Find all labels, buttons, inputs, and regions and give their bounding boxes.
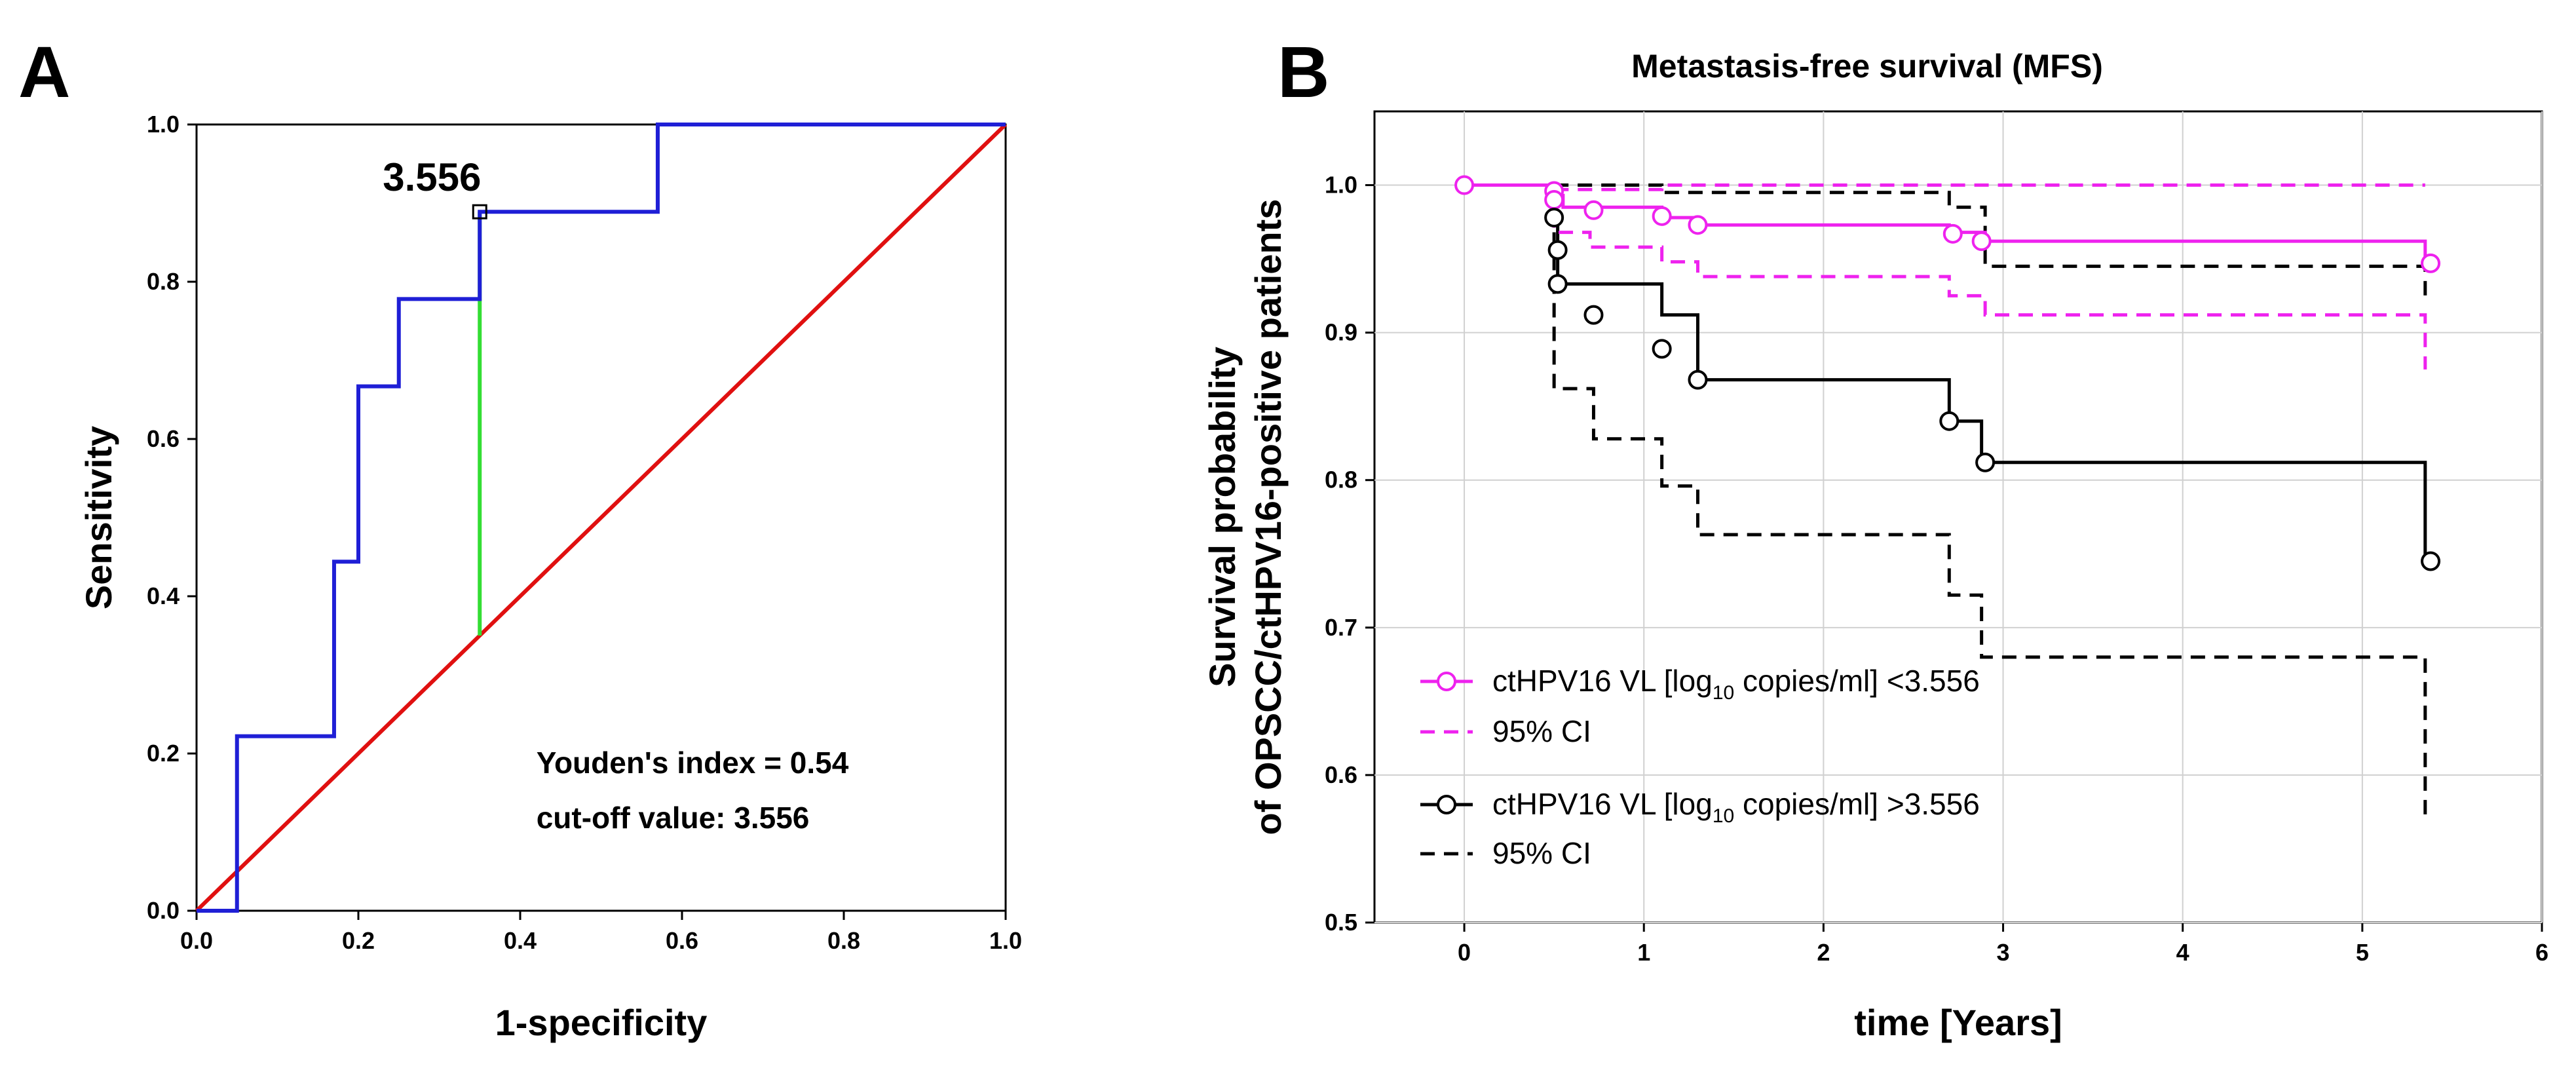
low-km-censor-marker [2421,253,2441,273]
legend-label-subscript: 10 [1713,805,1734,827]
low-km-censor-marker [1688,215,1708,235]
low-km-censor-marker [1454,175,1475,195]
y-tick-label: 0.7 [1325,614,1357,641]
legend-label-main: ctHPV16 VL [log [1492,787,1713,821]
x-tick-label: 0.8 [827,927,860,954]
legend-label-main: ctHPV16 VL [log [1492,664,1713,698]
x-tick-label: 4 [2176,939,2189,966]
legend-label-tail: copies/ml] <3.556 [1734,664,1980,698]
panel-a-letter: A [18,32,70,113]
high-km-censor-marker [1583,305,1604,325]
cutoff-value-label: cut-off value: 3.556 [537,801,810,835]
cutoff-marker [472,204,487,219]
x-tick-label: 2 [1817,939,1830,966]
legend-label: ctHPV16 VL [log10 copies/ml] <3.556 [1492,664,1980,704]
x-tick-label: 6 [2535,939,2548,966]
high-ci-upper-line [1554,183,2427,303]
legend-label: ctHPV16 VL [log10 copies/ml] >3.556 [1492,787,1980,827]
youden-index-label: Youden's index = 0.54 [537,746,849,780]
panel-b-plot: 0 1 2 3 4 5 6 0.5 0.6 0.7 0.8 0.9 1.0 time [Years] Sur… [1202,110,2548,1043]
high-km-censor-marker [2421,551,2441,571]
x-tick-label: 1 [1637,939,1650,966]
high-km-censor-marker [1939,411,1960,431]
high-km-censor-marker [1547,274,1568,294]
x-axis-title: 1-specificity [495,1002,708,1043]
x-tick-label: 3 [1997,939,2010,966]
high-km-censor-marker [1547,240,1568,260]
y-axis-title-line2: of OPSCC/ctHPV16-positive patients [1247,199,1289,835]
y-tick-label: 1.0 [1325,172,1357,199]
high-km-censor-marker [1544,208,1564,228]
y-tick-label: 0.6 [147,425,180,452]
legend-marker [1437,795,1456,814]
y-axis-title-line1: Survival probability [1202,347,1243,687]
legend-label-main: 95% CI [1492,836,1591,870]
y-tick-label: 0.4 [147,582,180,609]
cutoff-label: 3.556 [383,155,481,199]
panel-a-plot: 0.0 0.2 0.4 0.6 0.8 1.0 0.0 0.2 0.4 0.6 0.8 1.0 1-sp… [78,111,1022,1043]
y-tick-label: 0.0 [147,897,180,924]
x-tick-label: 1.0 [989,927,1022,954]
x-tick-label: 0.6 [666,927,698,954]
legend-label-tail: copies/ml] >3.556 [1734,787,1980,821]
high-km-censor-marker [1975,452,1996,472]
series-line-reference-line [195,123,1008,913]
legend-label-main: 95% CI [1492,714,1591,748]
low-km-censor-marker [1971,231,1992,252]
series-line-roc-curve [197,123,1006,913]
y-tick-label: 0.8 [1325,467,1357,493]
panel-b-letter: B [1278,32,1329,113]
legend-label: 95% CI [1492,836,1591,870]
x-tick-label: 0.4 [504,927,537,954]
high-km-censor-marker [1688,370,1708,390]
y-axis-title: Sensitivity [78,426,119,609]
y-tick-label: 0.5 [1325,909,1357,936]
x-tick-label: 0 [1458,939,1471,966]
legend-label-subscript: 10 [1713,682,1734,704]
y-tick-label: 0.6 [1325,761,1357,788]
low-km-censor-marker [1652,206,1672,226]
y-tick-label: 0.2 [147,740,180,767]
x-tick-label: 0.2 [342,927,375,954]
low-km-censor-marker [1544,190,1564,210]
plot-frame [1373,110,2543,924]
low-km-censor-marker [1942,223,1963,244]
high-km-censor-marker [1652,339,1672,359]
legend-label: 95% CI [1492,714,1591,748]
y-tick-label: 1.0 [147,111,180,138]
y-tick-label: 0.9 [1325,319,1357,346]
y-tick-label: 0.8 [147,268,180,295]
legend-marker [1437,672,1456,691]
x-tick-label: 0.0 [180,927,213,954]
x-axis-title: time [Years] [1854,1002,2062,1043]
x-tick-label: 5 [2356,939,2369,966]
panel-b-title: Metastasis-free survival (MFS) [1631,48,2103,85]
low-km-censor-marker [1583,200,1604,220]
low-ci-lower-line [1464,183,2427,370]
